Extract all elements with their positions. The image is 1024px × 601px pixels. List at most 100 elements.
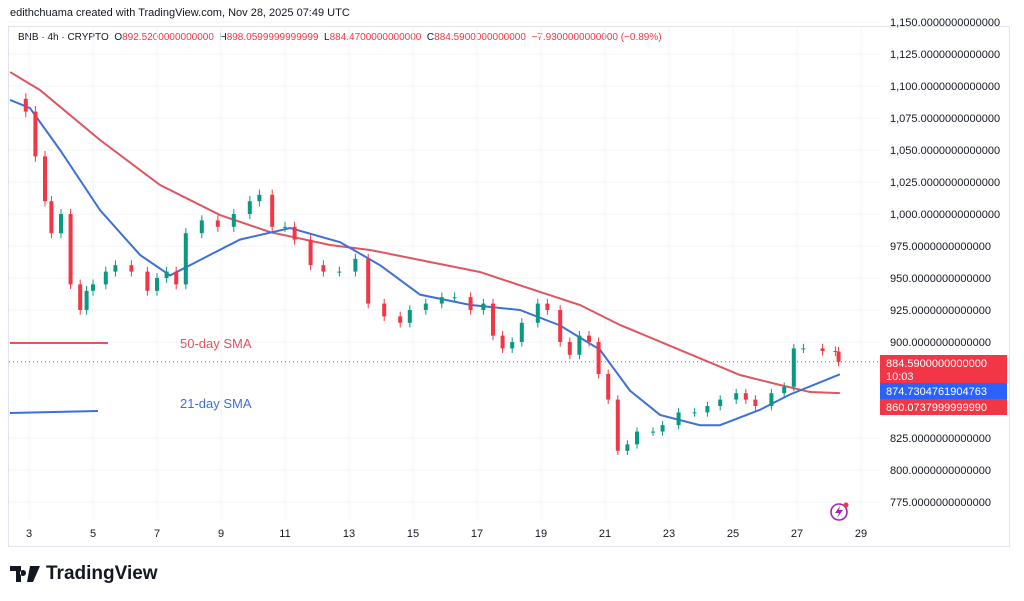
candle-body — [753, 399, 758, 406]
candle-body — [587, 335, 591, 342]
flash-icon[interactable] — [830, 502, 849, 521]
candle-body — [545, 303, 550, 310]
candle-body — [398, 316, 403, 323]
x-tick-label: 9 — [218, 528, 224, 540]
price-label-bg — [880, 399, 1007, 415]
tradingview-logo-icon — [10, 566, 40, 582]
candle-body — [423, 303, 428, 310]
candle-body — [174, 271, 179, 285]
candle-body — [215, 220, 220, 227]
candle-body — [353, 258, 358, 272]
candle-body — [270, 194, 275, 227]
candle-body — [68, 214, 73, 285]
flash-icon-bolt — [835, 506, 843, 518]
candle-body — [155, 278, 159, 291]
candle-body — [439, 297, 444, 304]
candle-body — [625, 444, 630, 451]
candle-body — [103, 271, 108, 285]
candle-body — [113, 265, 118, 272]
candle-body — [500, 335, 505, 349]
candle-body — [491, 303, 495, 336]
candle-body — [718, 399, 723, 406]
low-label: L — [324, 32, 330, 43]
x-tick-label: 25 — [727, 528, 739, 540]
x-tick-label: 11 — [279, 528, 290, 540]
candle-body — [705, 406, 710, 413]
candle-body — [321, 265, 326, 272]
price-label: 874.7304761904763 — [886, 386, 987, 398]
high-value: 898.0599999999999 — [226, 32, 319, 43]
candle-body — [257, 194, 262, 202]
x-tick-label: 17 — [471, 528, 483, 540]
y-tick-label: 1,050.0000000000000 — [890, 145, 1000, 157]
candle-body — [366, 258, 371, 304]
candle-body — [615, 399, 620, 451]
candle-body — [145, 271, 150, 291]
y-tick-label: 1,100.0000000000000 — [890, 81, 1000, 93]
y-tick-label: 900.0000000000000 — [890, 337, 991, 349]
y-tick-label: 1,075.0000000000000 — [890, 113, 1000, 125]
x-tick-label: 13 — [343, 528, 355, 540]
candle-body — [43, 156, 47, 202]
candle-body — [635, 431, 639, 445]
y-tick-label: 950.0000000000000 — [890, 273, 991, 285]
sma-line-50 — [9, 71, 840, 395]
candle-body — [692, 412, 697, 414]
countdown-label: 10:03 — [886, 371, 914, 383]
candle-body — [78, 284, 83, 310]
candle-body — [292, 226, 297, 240]
y-tick-label: 1,125.0000000000000 — [890, 49, 1000, 61]
chart-credit: edithchuama created with TradingView.com… — [10, 7, 350, 19]
price-label: 860.0737999999990 — [886, 402, 987, 414]
candle-body — [129, 265, 134, 272]
candle-body — [164, 271, 169, 278]
candle-body — [283, 226, 287, 228]
y-tick-label: 1,000.0000000000000 — [890, 209, 1000, 221]
candle-body — [676, 412, 681, 426]
candle-body — [596, 342, 601, 374]
notification-dot — [843, 502, 849, 508]
y-tick-label: 975.0000000000000 — [890, 241, 991, 253]
x-tick-label: 5 — [90, 528, 96, 540]
candle-body — [84, 290, 89, 310]
y-tick-label: 800.0000000000000 — [890, 465, 991, 477]
candle-body — [481, 303, 486, 310]
candle-body — [577, 335, 582, 355]
candle-body — [651, 431, 655, 433]
candle-body — [183, 233, 188, 285]
candle-body — [743, 393, 748, 400]
candle-body — [382, 303, 387, 317]
candle-body — [820, 348, 825, 351]
candle-body — [49, 201, 54, 234]
candle-body — [833, 350, 838, 352]
candle-body — [782, 386, 787, 394]
candle-body — [791, 348, 796, 387]
candle-body — [510, 342, 515, 349]
candle-body — [407, 310, 412, 323]
candle-body — [59, 214, 63, 234]
x-tick-label: 19 — [535, 528, 547, 540]
price-label-bg — [880, 355, 1007, 383]
open-value: 892.5200000000000 — [122, 32, 214, 43]
candle-body — [308, 239, 313, 266]
sma50-annotation: 50-day SMA — [180, 336, 252, 351]
change-value: −7.9300000000000 (−0.89%) — [531, 32, 662, 43]
sma21-annotation: 21-day SMA — [180, 396, 252, 411]
symbol-label[interactable]: BNB · 4h · CRYPTO — [18, 32, 109, 43]
x-tick-label: 27 — [791, 528, 803, 540]
close-label: C — [426, 32, 435, 43]
logo-text: TradingView — [46, 563, 158, 584]
candle-body — [535, 303, 540, 323]
y-tick-label: 1,025.0000000000000 — [890, 177, 1000, 189]
tradingview-logo: TradingView — [10, 563, 158, 585]
low-value: 884.4700000000000 — [329, 32, 422, 43]
close-value: 884.5900000000000 — [434, 32, 526, 43]
sma21-legend-line — [9, 410, 99, 414]
candle-body — [519, 322, 524, 342]
price-label: 884.5900000000000 — [886, 358, 987, 370]
candle-body — [836, 351, 841, 362]
candle-body — [468, 297, 473, 310]
y-tick-label: 925.0000000000000 — [890, 305, 991, 317]
high-label: H — [219, 32, 227, 43]
